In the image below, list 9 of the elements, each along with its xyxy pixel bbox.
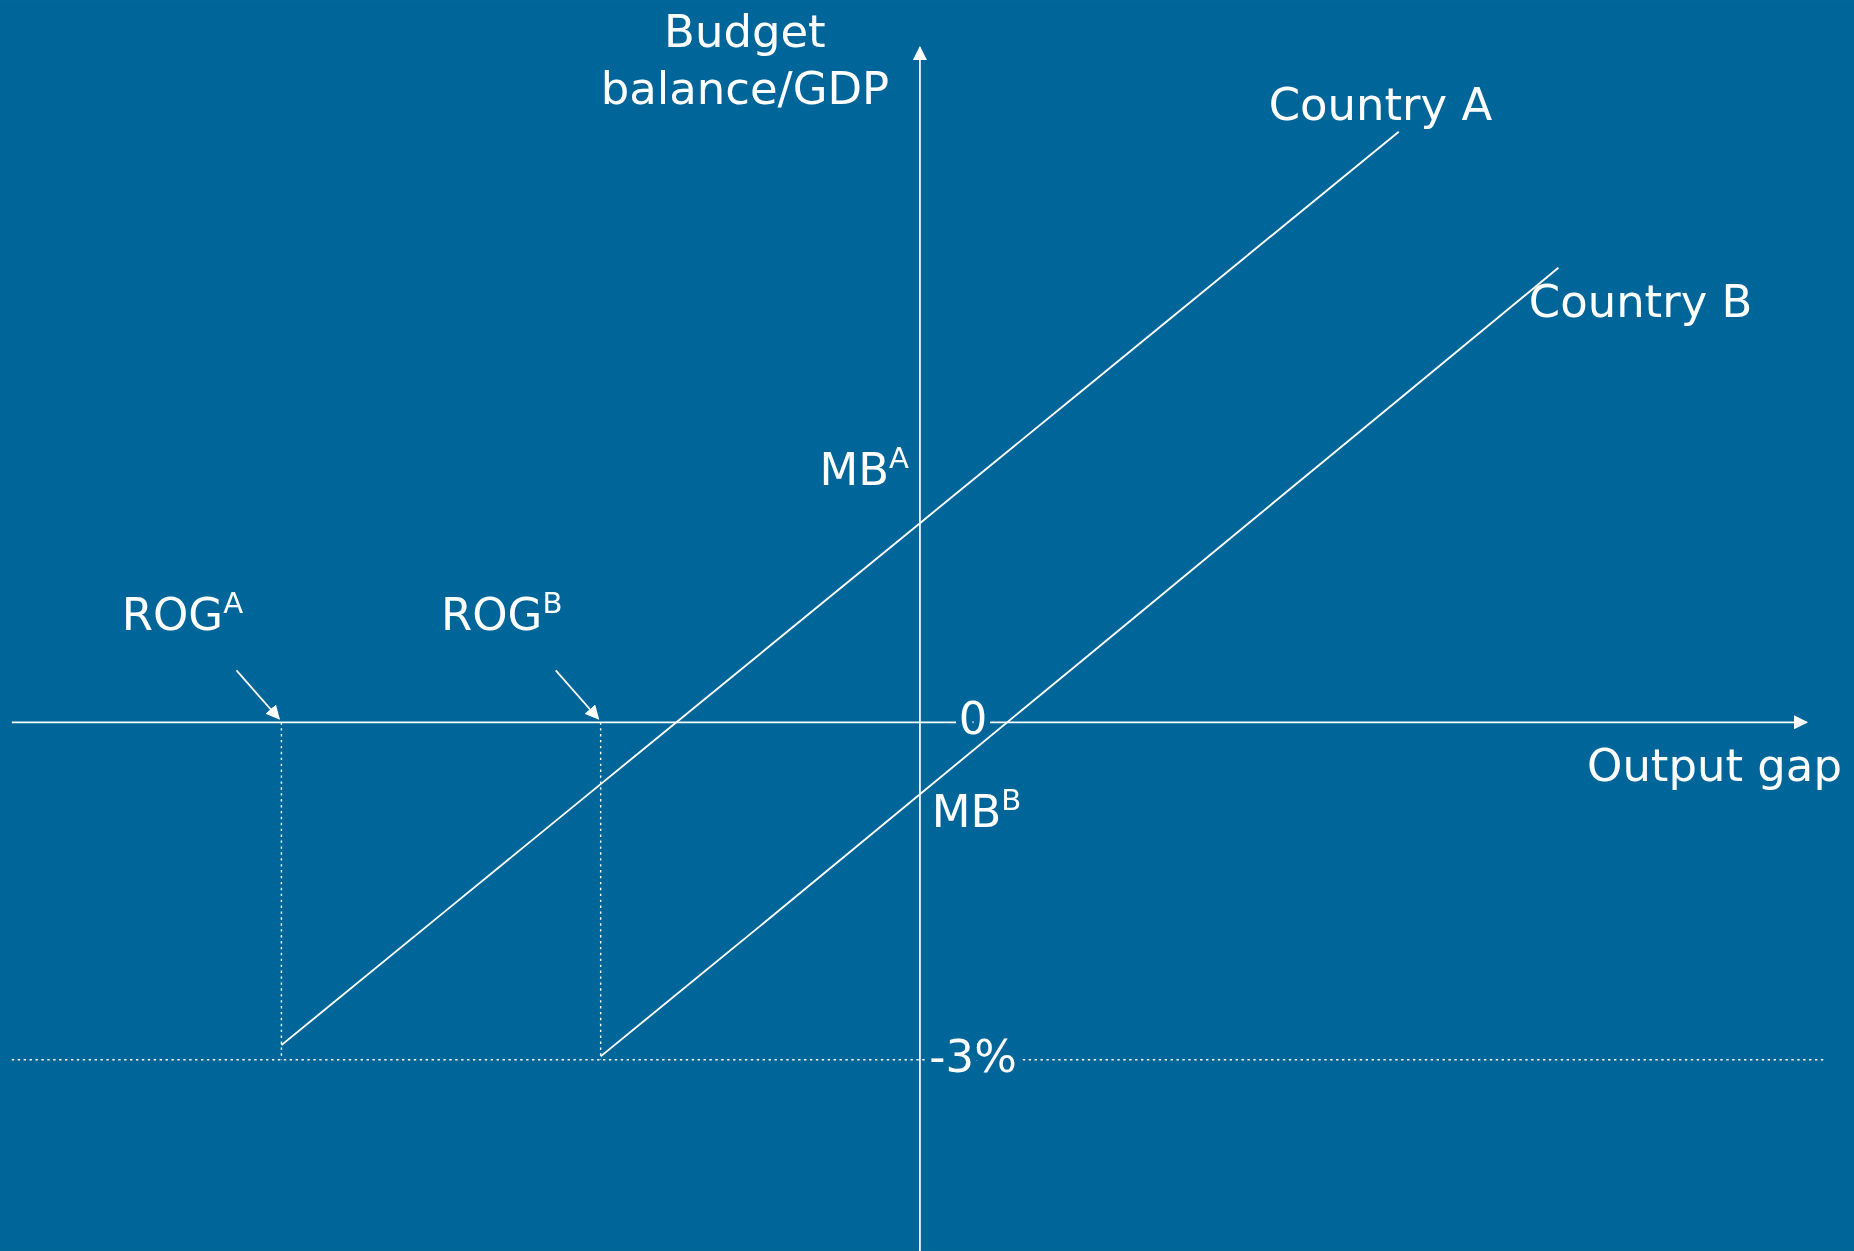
x-axis-title: Output gap <box>1587 739 1842 793</box>
annotation: ROG$^{A}$ <box>121 586 244 642</box>
annotation: MB$^{A}$ <box>819 441 909 497</box>
y-tick-label: -3% <box>929 1029 1017 1083</box>
annotation: ROG$^{B}$ <box>441 586 563 642</box>
y-axis-title: Budget balance/GDP <box>600 5 890 116</box>
annotation: MB$^{B}$ <box>931 783 1022 839</box>
series-label: Country A <box>1268 77 1493 131</box>
series-label: Country B <box>1528 275 1753 329</box>
